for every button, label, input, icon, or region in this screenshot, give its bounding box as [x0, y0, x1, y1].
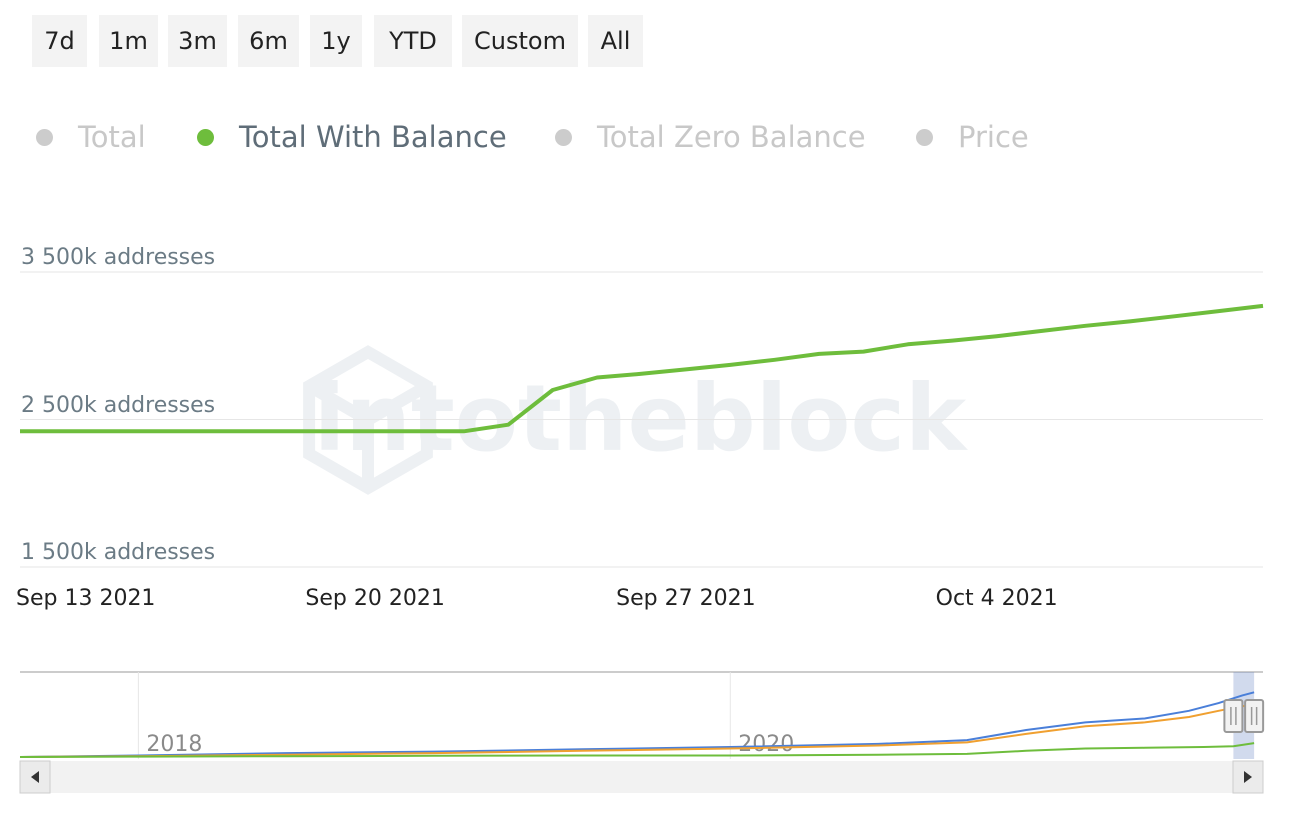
series-line-total-with-balance [20, 303, 1264, 434]
x-tick-label: Sep 27 2021 [616, 586, 756, 611]
range-button-1y[interactable]: 1y [310, 15, 362, 67]
y-tick-label: 2 500k addresses [21, 392, 216, 418]
x-tick-label: Oct 4 2021 [935, 586, 1058, 611]
navigator-tick-label: 2018 [146, 732, 202, 757]
legend-label: Total With Balance [239, 120, 507, 154]
navigator-tick-label: 2020 [738, 732, 794, 757]
range-button-3m[interactable]: 3m [168, 15, 227, 67]
scrollbar-left-button[interactable] [19, 760, 51, 794]
x-tick-label: Sep 13 2021 [16, 586, 156, 611]
range-button-ytd[interactable]: YTD [374, 15, 452, 67]
range-button-6m[interactable]: 6m [238, 15, 299, 67]
legend-label: Total Zero Balance [597, 120, 866, 154]
arrow-right-icon [1244, 771, 1252, 783]
scrollbar-right-button[interactable] [1232, 760, 1264, 794]
scrollbar-track[interactable] [20, 761, 1263, 793]
range-button-1m[interactable]: 1m [99, 15, 158, 67]
range-button-custom[interactable]: Custom [462, 15, 578, 67]
range-button-all[interactable]: All [588, 15, 643, 67]
x-tick-label: Sep 20 2021 [305, 586, 445, 611]
navigator-series-line-1 [19, 703, 1255, 758]
legend-label: Price [958, 120, 1029, 154]
navigator-handle-left[interactable] [1223, 699, 1244, 733]
navigator-handle-right[interactable] [1244, 699, 1265, 733]
legend-marker-icon [916, 129, 933, 146]
range-button-7d[interactable]: 7d [32, 15, 87, 67]
legend-label: Total [78, 120, 146, 154]
arrow-left-icon [31, 771, 39, 783]
y-tick-label: 3 500k addresses [21, 245, 216, 270]
y-tick-label: 1 500k addresses [21, 540, 216, 565]
navigator-series-line-0 [19, 691, 1255, 758]
navigator-series-line-2 [19, 742, 1255, 758]
legend-marker-icon [555, 129, 572, 146]
legend-marker-icon [36, 129, 53, 146]
legend-marker-icon [197, 129, 214, 146]
